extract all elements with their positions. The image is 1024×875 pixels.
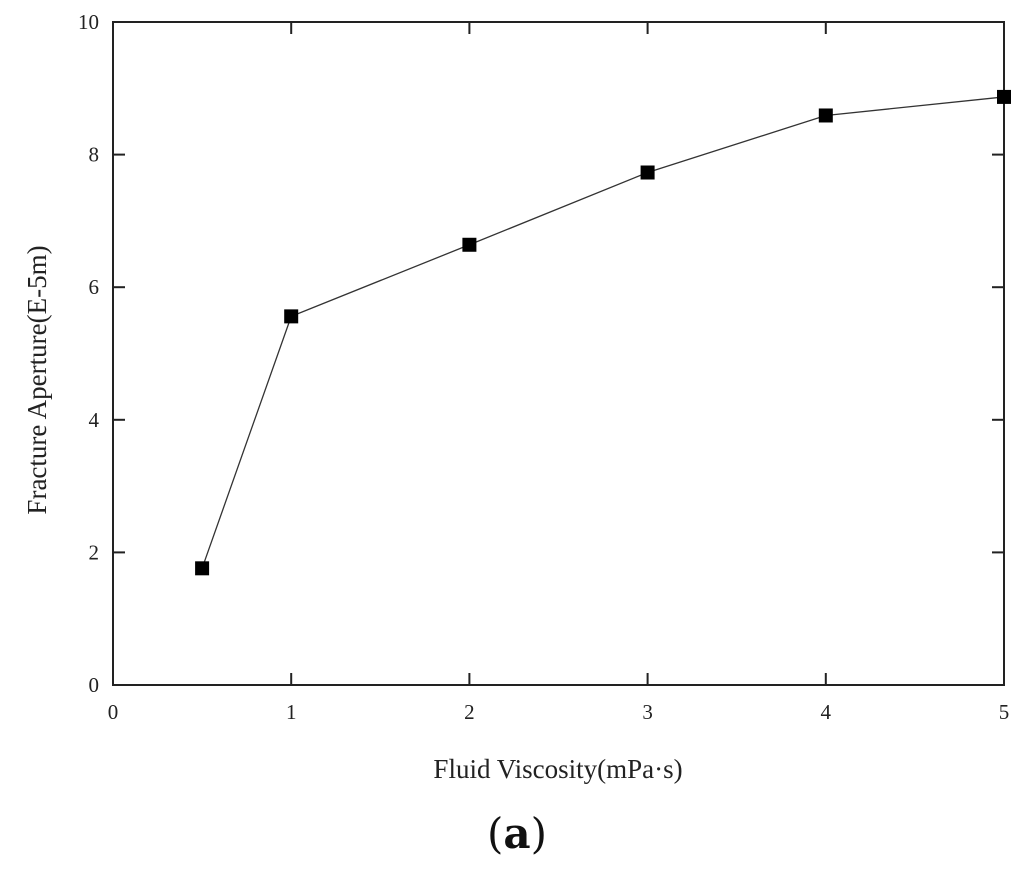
x-tick-label: 3 — [642, 700, 653, 724]
data-point — [640, 165, 655, 180]
x-tick-label: 5 — [999, 700, 1010, 724]
data-point — [997, 89, 1011, 104]
y-tick-label: 10 — [78, 10, 99, 34]
panel-label-close: ) — [531, 809, 547, 858]
x-tick-label: 0 — [108, 700, 119, 724]
y-axis-title: Fracture Aperture(E-5m) — [22, 245, 52, 514]
axis-ticks — [112, 21, 1005, 686]
axis-tick-labels: 0 1 2 3 4 5 0 2 4 6 8 10 — [78, 10, 1009, 724]
data-point — [195, 561, 210, 576]
x-tick-label: 1 — [286, 700, 297, 724]
y-tick-label: 6 — [89, 275, 100, 299]
panel-label-letter: a — [503, 809, 530, 858]
panel-label-open: ( — [487, 809, 503, 858]
y-tick-label: 2 — [89, 540, 100, 564]
data-point — [284, 309, 299, 324]
data-point — [462, 237, 477, 252]
x-tick-label: 4 — [821, 700, 832, 724]
y-tick-label: 4 — [89, 408, 100, 432]
panel-label: (a) — [487, 809, 547, 858]
data-point — [818, 108, 833, 123]
y-tick-label: 8 — [89, 143, 100, 167]
plot-frame — [112, 21, 1005, 686]
series-line — [201, 96, 1005, 569]
x-axis-title: Fluid Viscosity(mPa·s) — [433, 754, 682, 784]
data-series — [195, 89, 1011, 576]
x-tick-label: 2 — [464, 700, 475, 724]
y-tick-label: 0 — [89, 673, 100, 697]
